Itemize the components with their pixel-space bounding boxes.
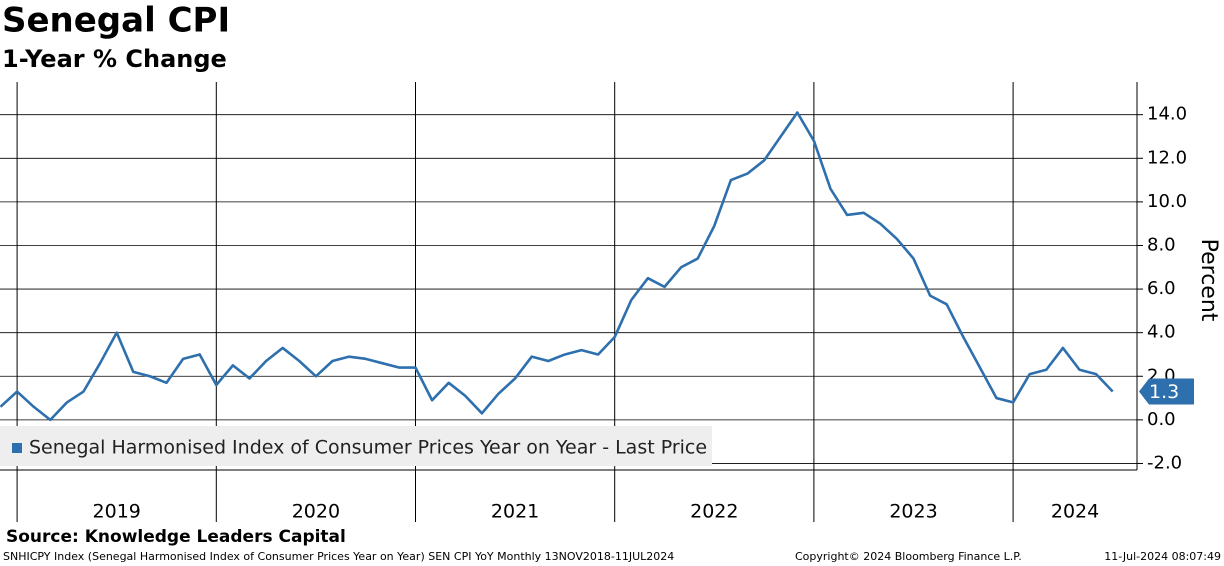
chart-title: Senegal CPI (2, 1, 230, 41)
y-tick-label: 12.0 (1147, 147, 1187, 168)
y-tick-label: 0.0 (1147, 409, 1176, 430)
y-axis-label: Percent (1196, 239, 1221, 322)
x-tick-label: 2020 (292, 501, 340, 523)
x-tick-label: 2019 (93, 501, 141, 523)
x-tick-label: 2021 (491, 501, 539, 523)
y-tick-label: -2.0 (1147, 452, 1182, 473)
timestamp: 11-Jul-2024 08:07:49 (1104, 550, 1221, 563)
series-line (0, 111, 1114, 422)
footnote: SNHICPY Index (Senegal Harmonised Index … (3, 550, 674, 563)
legend-box (0, 426, 712, 466)
y-tick-label: 6.0 (1147, 278, 1176, 299)
legend-label: Senegal Harmonised Index of Consumer Pri… (29, 437, 707, 459)
y-tick-label: 14.0 (1147, 104, 1187, 125)
y-tick-label: 8.0 (1147, 234, 1176, 255)
y-tick-label: 4.0 (1147, 322, 1176, 343)
source: Source: Knowledge Leaders Capital (6, 527, 346, 547)
y-tick-label: 10.0 (1147, 191, 1187, 212)
chart-subtitle: 1-Year % Change (2, 45, 227, 73)
last-value-tag (1139, 378, 1194, 405)
legend-swatch (12, 443, 22, 453)
last-value-label: 1.3 (1149, 381, 1179, 403)
x-tick-label: 2024 (1051, 501, 1099, 523)
x-tick-label: 2022 (690, 501, 738, 523)
copyright: Copyright© 2024 Bloomberg Finance L.P. (795, 550, 1022, 563)
x-tick-label: 2023 (889, 501, 937, 523)
